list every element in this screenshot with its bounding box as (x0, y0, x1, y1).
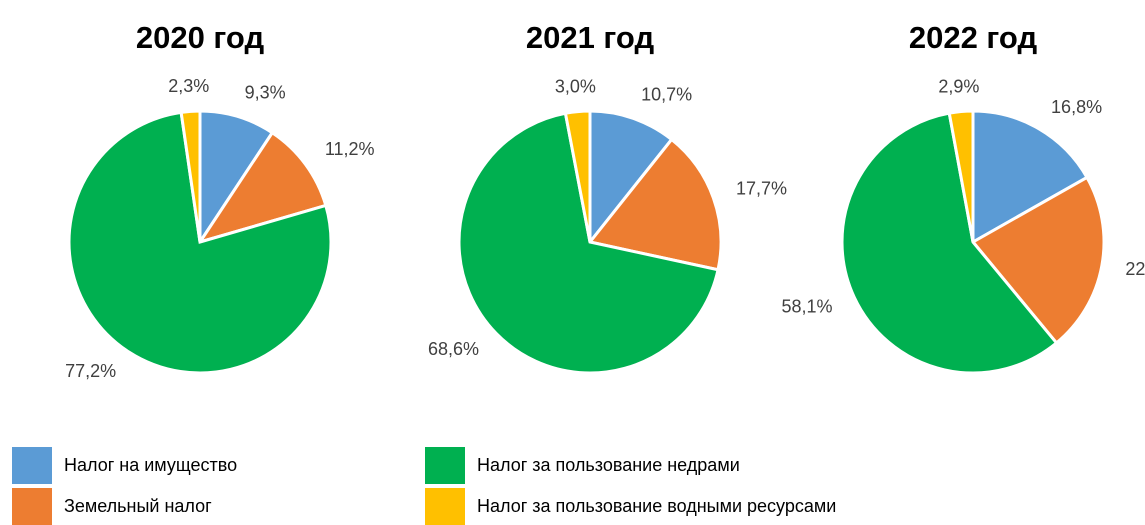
data-label: 77,2% (65, 361, 116, 381)
pie-slice (587, 137, 723, 272)
legend-swatch (425, 447, 465, 484)
chart-title: 2020 год (136, 20, 265, 55)
chart-title: 2022 год (909, 20, 1038, 55)
pie-slice (563, 109, 592, 243)
data-label: 3,0% (555, 76, 596, 96)
pie-slice (588, 109, 674, 247)
data-label: 16,8% (1051, 97, 1102, 117)
legend-label: Земельный налог (64, 496, 212, 516)
pie-slice (179, 109, 202, 243)
pie-slice (196, 130, 328, 245)
data-label: 10,7% (641, 84, 692, 104)
pie-slice (457, 111, 720, 375)
data-label: 17,7% (736, 179, 787, 199)
pie-slice (840, 111, 1059, 375)
legend-label: Налог на имущество (64, 455, 237, 475)
pie-slice (970, 175, 1106, 346)
data-label: 22,2% (1125, 259, 1145, 279)
legend-label: Налог за пользование водными ресурсами (477, 496, 836, 516)
pie-slice (971, 109, 1090, 245)
legend-swatch (12, 447, 52, 484)
data-label: 11,2% (325, 139, 375, 159)
legend-swatch (425, 488, 465, 525)
legend-label: Налог за пользование недрами (477, 455, 740, 475)
data-label: 68,6% (428, 339, 479, 359)
data-label: 2,3% (168, 76, 209, 96)
data-label: 2,9% (938, 76, 979, 96)
data-label: 58,1% (781, 296, 832, 316)
pie-slice (67, 110, 333, 375)
chart-title: 2021 год (526, 20, 655, 55)
pie-slice (947, 109, 975, 243)
legend-swatch (12, 488, 52, 525)
data-label: 9,3% (245, 82, 286, 102)
